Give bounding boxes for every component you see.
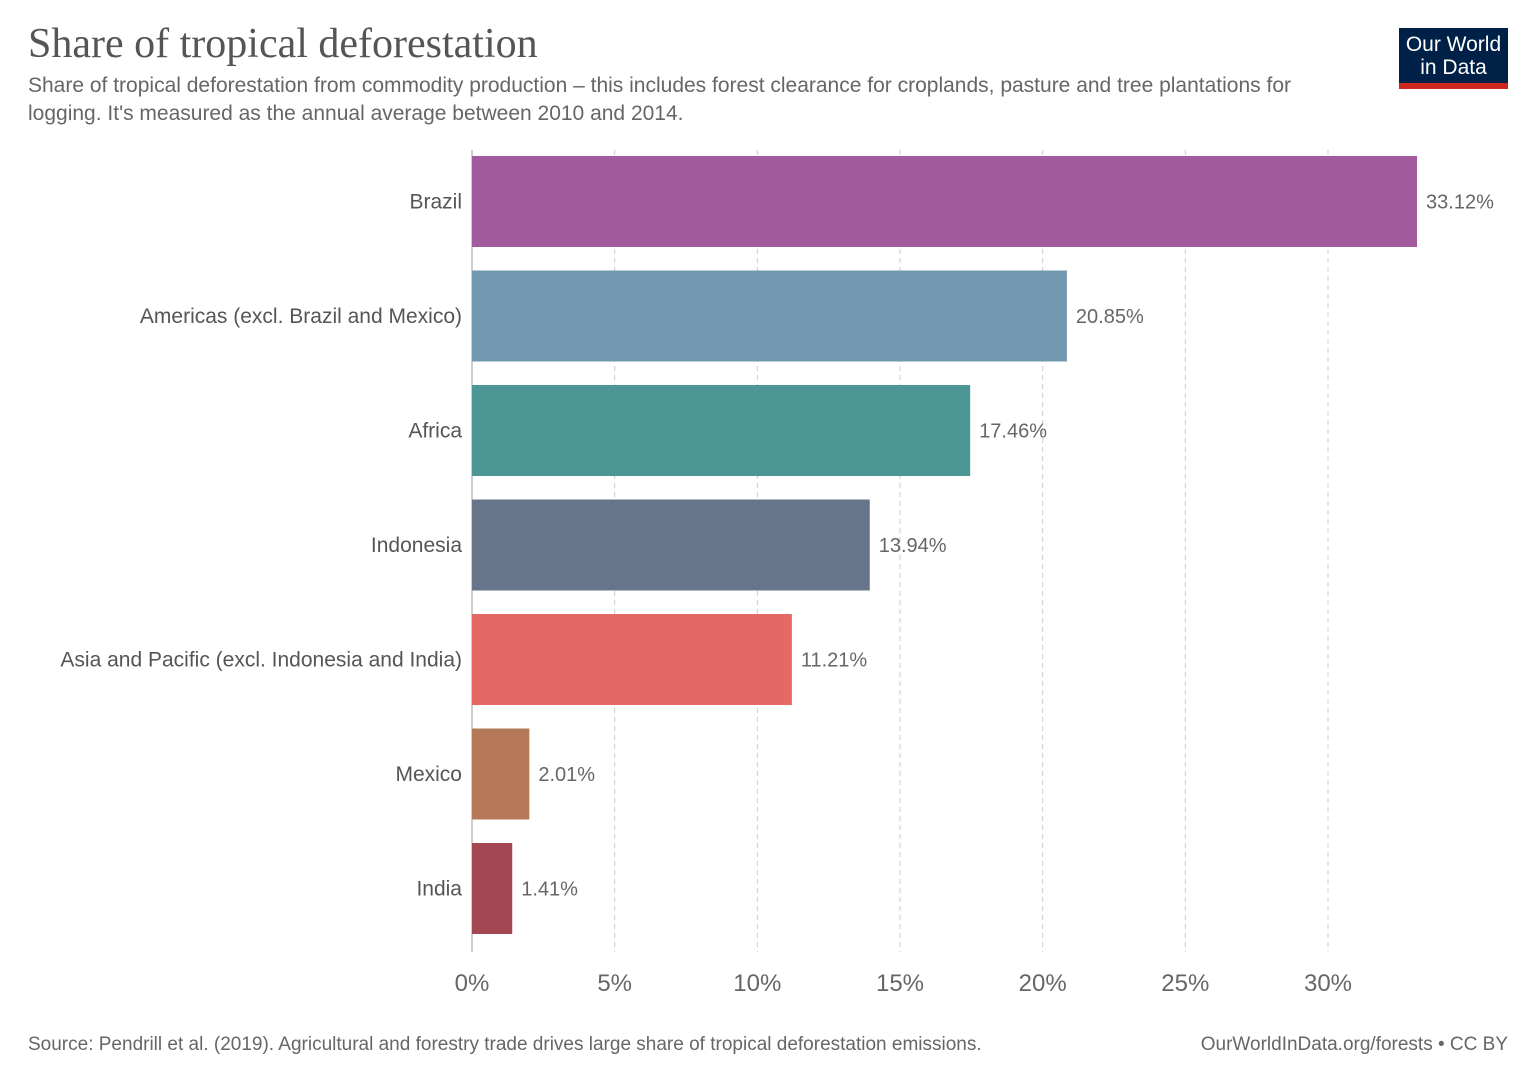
x-tick-label: 25% [1161, 970, 1209, 997]
category-label: Asia and Pacific (excl. Indonesia and In… [60, 649, 462, 672]
credit-link[interactable]: OurWorldInData.org/forests • CC BY [1200, 1034, 1508, 1055]
category-label: Americas (excl. Brazil and Mexico) [140, 305, 462, 328]
category-label: India [416, 878, 462, 901]
bar [472, 843, 513, 934]
data-label: 11.21% [801, 650, 868, 672]
data-label: 17.46% [979, 421, 1047, 443]
x-tick-label: 30% [1304, 970, 1352, 997]
data-label: 13.94% [879, 535, 947, 557]
bar [472, 728, 530, 820]
source-note[interactable]: Source: Pendrill et al. (2019). Agricult… [28, 1034, 982, 1055]
x-tick-label: 0% [455, 970, 490, 997]
chart-title: Share of tropical deforestation [28, 21, 538, 67]
bar [472, 156, 1418, 247]
x-tick-label: 20% [1019, 970, 1067, 997]
owid-logo[interactable]: Our World in Data [1399, 28, 1508, 89]
x-tick-label: 5% [597, 970, 632, 997]
bar [472, 614, 792, 705]
bar [472, 385, 971, 476]
category-label: Brazil [409, 191, 462, 214]
bar [472, 270, 1067, 362]
x-tick-label: 15% [876, 970, 924, 997]
bar [472, 499, 870, 591]
x-tick-label: 10% [733, 970, 781, 997]
data-label: 1.41% [521, 879, 578, 901]
data-label: 2.01% [538, 764, 595, 786]
logo-line2: in Data [1420, 56, 1487, 79]
data-label: 20.85% [1076, 306, 1144, 328]
category-label: Mexico [395, 763, 462, 786]
category-label: Indonesia [371, 534, 462, 557]
logo-line1: Our World [1405, 33, 1502, 56]
data-label: 33.12% [1426, 192, 1494, 214]
logo-accent-bar [1399, 83, 1508, 89]
category-label: Africa [408, 420, 462, 443]
chart-subtitle: Share of tropical deforestation from com… [28, 74, 1292, 125]
